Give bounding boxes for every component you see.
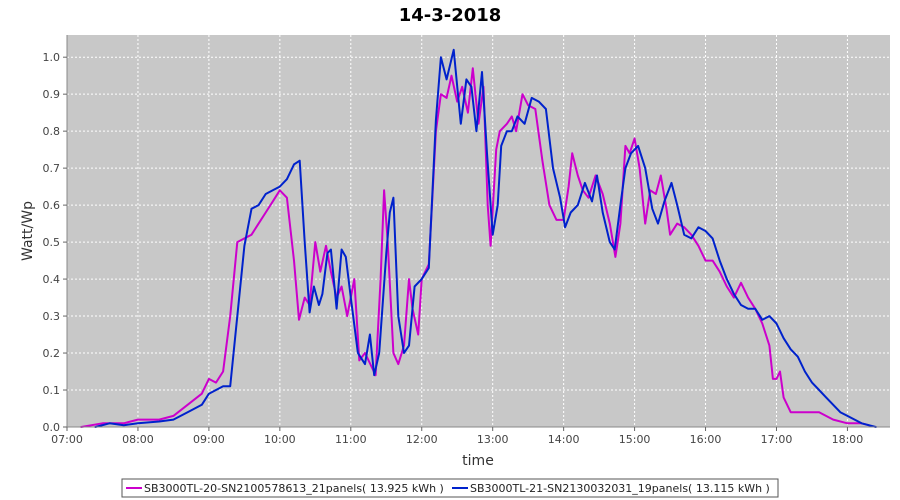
x-tick-label: 09:00 <box>193 433 225 446</box>
y-tick-label: 0.5 <box>43 236 61 249</box>
x-ticks: 07:00 08:00 09:00 10:00 11:00 12:00 13:00 14:00… <box>51 427 863 446</box>
x-tick-label: 13:00 <box>477 433 509 446</box>
legend-box <box>121 478 779 498</box>
y-tick-label: 0.9 <box>43 88 61 101</box>
x-axis-label: time <box>462 453 494 469</box>
legend: SB3000TL-20-SN2100578613_21panels( 13.92… <box>121 478 779 498</box>
y-tick-label: 0.0 <box>43 421 61 434</box>
plot-area <box>67 35 890 427</box>
y-tick-label: 0.4 <box>43 273 61 286</box>
y-tick-label: 0.3 <box>43 310 61 323</box>
grid-lines <box>66 35 890 428</box>
x-tick-label: 16:00 <box>690 433 722 446</box>
x-tick-label: 11:00 <box>335 433 367 446</box>
y-tick-label: 0.2 <box>43 347 61 360</box>
series-line-2 <box>94 48 877 428</box>
x-tick-label: 14:00 <box>548 433 580 446</box>
series-line-1 <box>80 67 870 428</box>
y-axis-label: Watt/Wp <box>20 201 36 261</box>
x-tick-label: 10:00 <box>264 433 296 446</box>
legend-label-series-2: SB3000TL-21-SN2130032031_19panels( 13.11… <box>470 482 770 495</box>
x-tick-label: 08:00 <box>122 433 154 446</box>
y-tick-label: 0.1 <box>43 384 61 397</box>
y-tick-label: 0.6 <box>43 199 61 212</box>
x-tick-label: 18:00 <box>832 433 864 446</box>
x-tick-label: 07:00 <box>51 433 83 446</box>
y-tick-label: 1.0 <box>43 51 61 64</box>
x-tick-label: 12:00 <box>406 433 438 446</box>
chart-title: 14-3-2018 <box>399 5 502 26</box>
y-ticks: 0.0 0.1 0.2 0.3 0.4 0.5 0.6 0.7 0.8 0.9 1.0 <box>43 51 67 434</box>
legend-label-series-1: SB3000TL-20-SN2100578613_21panels( 13.92… <box>144 482 444 495</box>
y-tick-label: 0.7 <box>43 162 61 175</box>
series-layer <box>80 48 877 428</box>
y-tick-label: 0.8 <box>43 125 61 138</box>
x-tick-label: 17:00 <box>761 433 793 446</box>
x-tick-label: 15:00 <box>619 433 651 446</box>
